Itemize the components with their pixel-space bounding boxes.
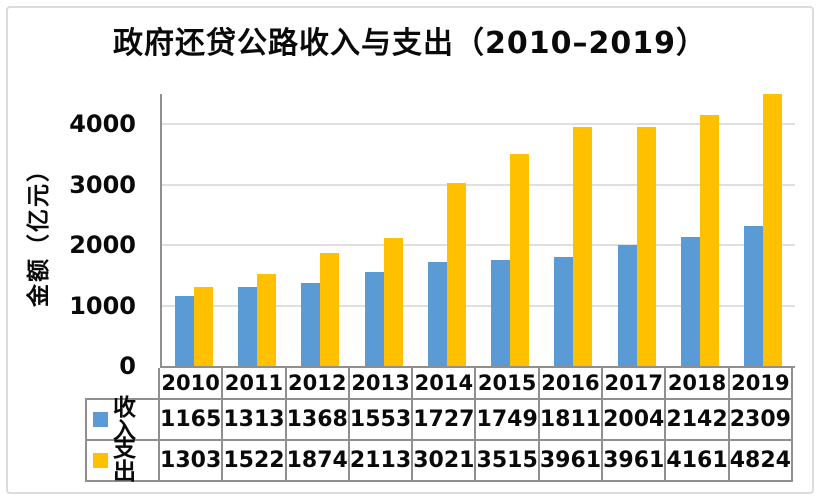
legend-swatch-income-icon <box>93 412 108 427</box>
table-cell-expenditure-2013: 2113 <box>349 441 414 482</box>
bar-group-2014 <box>415 94 478 366</box>
bar-income-2018 <box>681 236 701 366</box>
table-cell-income-2016: 1811 <box>539 400 604 441</box>
table-cell-expenditure-2014: 3021 <box>413 441 477 482</box>
table-year-header-2018: 2018 <box>666 368 730 400</box>
bar-income-2013 <box>364 272 384 366</box>
table-year-header-2017: 2017 <box>603 368 667 400</box>
bar-income-2017 <box>617 244 637 366</box>
table-cell-expenditure-2018: 4161 <box>666 441 730 482</box>
bar-group-2010 <box>162 94 225 366</box>
legend-label-expenditure: 支出 <box>113 435 136 485</box>
table-cell-income-2012: 1368 <box>286 400 350 441</box>
legend-item-expenditure: 支出 <box>85 435 160 485</box>
table-corner-spacer <box>85 368 160 400</box>
bar-group-2019 <box>732 94 795 366</box>
table-year-header-2019: 2019 <box>729 368 793 400</box>
bar-group-2016 <box>542 94 605 366</box>
plot-area <box>160 94 795 368</box>
bar-income-2010 <box>174 295 194 366</box>
legend-item-income: 收入 <box>85 394 160 444</box>
table-cell-expenditure-2010: 1303 <box>160 441 224 482</box>
bar-income-2014 <box>427 261 447 366</box>
bar-expenditure-2013 <box>383 238 403 366</box>
table-cell-income-2014: 1727 <box>413 400 477 441</box>
table-cell-income-2011: 1313 <box>223 400 287 441</box>
table-year-header-2016: 2016 <box>539 368 604 400</box>
table-year-header-2013: 2013 <box>349 368 414 400</box>
table-cell-expenditure-2019: 4824 <box>729 441 793 482</box>
bar-expenditure-2010 <box>193 287 213 366</box>
gridline-3000 <box>162 183 795 186</box>
data-table: 2010 2011 2012 2013 2014 2015 2016 2017 2018 2019… <box>85 368 793 485</box>
bar-expenditure-2016 <box>573 126 593 366</box>
bar-expenditure-2018 <box>700 114 720 366</box>
y-tick-label-2000: 2000 <box>69 231 136 260</box>
bar-income-2016 <box>554 256 574 366</box>
table-cell-income-2015: 1749 <box>476 400 540 441</box>
bar-group-2017 <box>605 94 668 366</box>
y-tick-label-1000: 1000 <box>69 291 136 320</box>
bar-expenditure-2019 <box>763 94 783 366</box>
y-tick-label-0: 0 <box>119 352 136 380</box>
y-tick-label-4000: 4000 <box>69 110 136 139</box>
legend-label-income: 收入 <box>113 394 136 444</box>
table-year-header-2012: 2012 <box>286 368 350 400</box>
table-cell-expenditure-2012: 1874 <box>286 441 350 482</box>
table-year-header-2011: 2011 <box>223 368 287 400</box>
bar-expenditure-2015 <box>510 153 530 366</box>
bar-group-2015 <box>478 94 541 366</box>
bar-expenditure-2011 <box>256 274 276 366</box>
legend-swatch-expenditure-icon <box>93 453 108 468</box>
table-cell-expenditure-2015: 3515 <box>476 441 540 482</box>
table-year-header-2015: 2015 <box>476 368 540 400</box>
table-year-header-2014: 2014 <box>413 368 477 400</box>
bar-group-2013 <box>352 94 415 366</box>
table-cell-income-2010: 1165 <box>160 400 224 441</box>
table-cell-income-2017: 2004 <box>603 400 667 441</box>
bar-income-2019 <box>744 226 764 366</box>
table-year-header-2010: 2010 <box>160 368 224 400</box>
gridline-1000 <box>162 304 795 307</box>
gridline-2000 <box>162 244 795 247</box>
table-cell-income-2018: 2142 <box>666 400 730 441</box>
table-cell-income-2019: 2309 <box>729 400 793 441</box>
table-cell-expenditure-2011: 1522 <box>223 441 287 482</box>
gridline-4000 <box>162 123 795 126</box>
table-cell-income-2013: 1553 <box>349 400 414 441</box>
chart-title: 政府还贷公路收入与支出（2010–2019） <box>113 26 707 61</box>
bar-income-2012 <box>301 283 321 366</box>
bar-expenditure-2017 <box>636 126 656 366</box>
y-tick-label-3000: 3000 <box>69 170 136 199</box>
bar-expenditure-2012 <box>320 252 340 366</box>
bar-groups <box>162 94 795 366</box>
bar-group-2012 <box>289 94 352 366</box>
y-axis-tick-labels: 0 1000 2000 3000 4000 <box>0 94 146 378</box>
bar-group-2018 <box>668 94 731 366</box>
bar-expenditure-2014 <box>446 183 466 366</box>
table-cell-expenditure-2016: 3961 <box>539 441 604 482</box>
bar-income-2015 <box>491 260 511 366</box>
table-cell-expenditure-2017: 3961 <box>603 441 667 482</box>
bar-group-2011 <box>225 94 288 366</box>
bar-income-2011 <box>237 286 257 366</box>
